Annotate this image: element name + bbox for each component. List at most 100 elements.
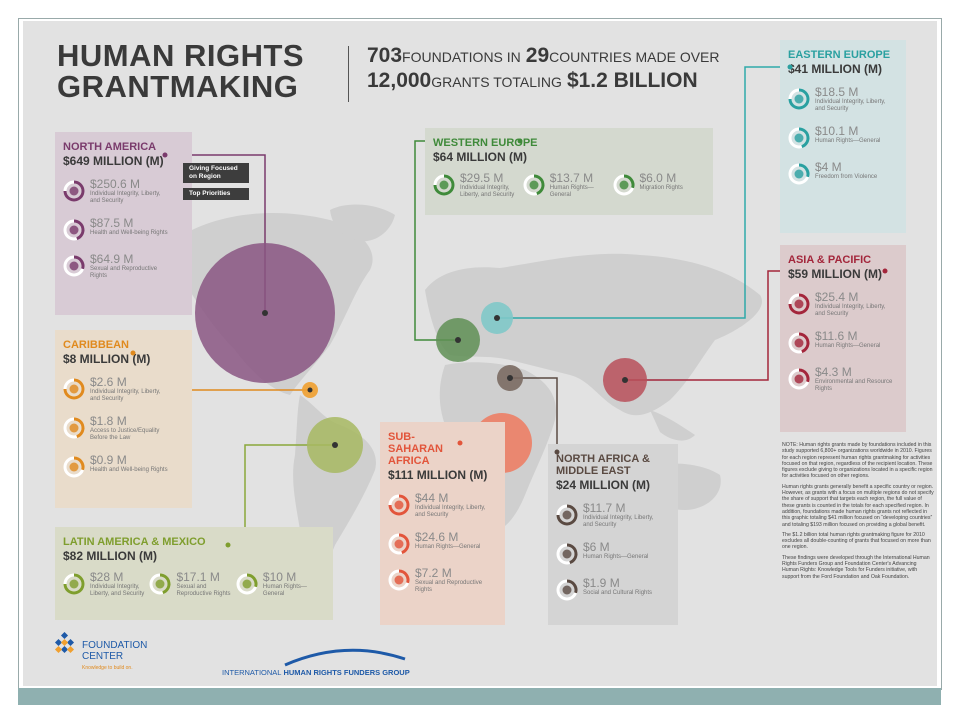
item-icon — [63, 219, 85, 241]
item-amount: $1.8 M — [90, 414, 127, 428]
item-list: $29.5 M Individual Integrity, Liberty, an… — [433, 172, 705, 199]
item-label: Individual Integrity, Liberty, and Secur… — [460, 185, 515, 198]
region-total: $649 MILLION (M) — [63, 154, 164, 168]
item: $1.9 M Social and Cultural Rights — [556, 577, 670, 601]
item-amount: $250.6 M — [90, 177, 141, 191]
item-icon — [523, 174, 545, 196]
item-label: Individual Integrity, Liberty, and Secur… — [815, 99, 886, 112]
icon-core — [394, 575, 404, 585]
icon-arc — [388, 494, 410, 516]
icon-arc — [63, 573, 85, 595]
item-icon — [788, 88, 810, 110]
item-list: $2.6 M Individual Integrity, Liberty, and… — [63, 376, 184, 478]
item-icon — [388, 533, 410, 555]
item-label: Health and Well-being Rights — [90, 467, 168, 473]
item-amount: $29.5 M — [460, 171, 504, 185]
item-label: Environmental and Resource Rights — [815, 379, 893, 392]
title-line: GRANTMAKING — [57, 69, 299, 104]
item-list: $18.5 M Individual Integrity, Liberty, an… — [788, 86, 898, 185]
item-list: $25.4 M Individual Integrity, Liberty, an… — [788, 291, 898, 393]
region-head: WESTERN EUROPE $64 MILLION (M) — [433, 137, 705, 164]
icon-arc — [788, 88, 810, 110]
icon-arc — [160, 573, 171, 594]
item-text: $87.5 M Health and Well-being Rights — [90, 217, 168, 237]
item-icon — [433, 174, 455, 196]
item-amount: $13.7 M — [549, 171, 594, 185]
divider — [348, 46, 349, 102]
logo-text: HUMAN RIGHTS FUNDERS GROUP — [283, 668, 410, 677]
region-head: NORTH AMERICA $649 MILLION (M) — [63, 141, 184, 168]
item-label: Human Rights—General — [549, 185, 594, 198]
item: $4.3 M Environmental and Resource Rights — [788, 366, 898, 393]
item-icon — [556, 543, 578, 565]
item-text: $7.2 M Sexual and Reproductive Rights — [415, 567, 495, 594]
item-label: Human Rights—General — [583, 554, 649, 560]
item-amount: $10 M — [262, 570, 297, 584]
item-label: Health and Well-being Rights — [90, 230, 168, 236]
icon-arc — [73, 219, 85, 240]
item: $28 M Individual Integrity, Liberty, and … — [63, 571, 149, 598]
icon-arc — [63, 180, 85, 202]
item-label: Human Rights—General — [415, 544, 481, 550]
stats-line: 12,000GRANTS TOTALING $1.2 BILLION — [367, 69, 725, 94]
item-icon — [149, 573, 171, 595]
note-paragraph: NOTE: Human rights grants made by founda… — [782, 442, 933, 480]
item: $10 M Human Rights—General — [236, 571, 322, 598]
item: $6.0 M Migration Rights — [613, 172, 703, 199]
region-name: WESTERN EUROPE — [433, 137, 538, 149]
logo-text: CENTER — [82, 651, 124, 662]
region-total: $111 MILLION (M) — [388, 468, 488, 482]
item-text: $10 M Human Rights—General — [263, 571, 322, 598]
item-text: $4.3 M Environmental and Resource Rights — [815, 366, 895, 393]
icon-core — [69, 423, 79, 433]
icon-arc — [798, 368, 810, 383]
item-amount: $64.9 M — [90, 252, 134, 266]
icon-core — [562, 549, 572, 559]
logo-tagline: Knowledge to build on. — [82, 665, 133, 671]
region-name: ASIA & PACIFIC — [788, 254, 872, 266]
logo-text: FOUNDATION — [82, 640, 148, 651]
item-icon — [63, 417, 85, 439]
icon-arc — [798, 127, 810, 148]
item-amount: $25.4 M — [815, 290, 859, 304]
region-panel: CARIBBEAN $8 MILLION (M) $2.6 M Individual … — [55, 330, 192, 508]
item-icon — [388, 569, 410, 591]
item: $250.6 M Individual Integrity, Liberty, a… — [63, 178, 184, 205]
icon-core — [529, 180, 539, 190]
icon-arc — [246, 573, 258, 588]
stats: 703FOUNDATIONS IN 29COUNTRIES MADE OVER 12… — [367, 44, 725, 94]
item-amount: $2.6 M — [90, 375, 127, 389]
item-label: Freedom from Violence — [815, 174, 878, 180]
item-text: $11.7 M Individual Integrity, Liberty, an… — [583, 502, 663, 529]
item-text: $0.9 M Health and Well-being Rights — [90, 454, 168, 474]
icon-core — [394, 539, 404, 549]
title-line: HUMAN RIGHTS — [57, 38, 305, 73]
bottom-bar — [18, 688, 941, 705]
logo-text: INTERNATIONAL — [222, 668, 282, 677]
icon-core — [439, 180, 449, 190]
note-paragraph: These findings were developed through th… — [782, 554, 930, 580]
item-label: Access to Justice/Equality Before the La… — [90, 428, 160, 441]
region-total: $24 MILLION (M) — [556, 478, 651, 492]
icon-core — [69, 384, 79, 394]
item-text: $1.9 M Social and Cultural Rights — [583, 577, 652, 597]
item-amount: $4 M — [815, 160, 842, 174]
item: $44 M Individual Integrity, Liberty, and … — [388, 492, 497, 519]
item-text: $11.6 M Human Rights—General — [815, 330, 880, 350]
icon-core — [69, 186, 79, 196]
item-text: $64.9 M Sexual and Reproductive Rights — [90, 253, 170, 280]
icon-arc — [566, 543, 578, 564]
note-paragraph: The $1.2 billion total human rights gran… — [782, 531, 931, 551]
icon-arc — [73, 417, 85, 438]
ihrfg-logo: INTERNATIONAL HUMAN RIGHTS FUNDERS GROUP — [222, 668, 410, 677]
icon-arc — [556, 504, 578, 526]
stats-part: COUNTRIES MADE OVER — [549, 49, 720, 65]
item-amount: $6 M — [583, 540, 610, 554]
item-label: Human Rights—General — [815, 138, 881, 144]
item-amount: $44 M — [415, 491, 449, 505]
item: $13.7 M Human Rights—General — [523, 172, 613, 199]
item-text: $6 M Human Rights—General — [583, 541, 648, 561]
item-icon — [388, 494, 410, 516]
icon-arc — [566, 579, 578, 594]
item: $17.1 M Sexual and Reproductive Rights — [149, 571, 235, 598]
